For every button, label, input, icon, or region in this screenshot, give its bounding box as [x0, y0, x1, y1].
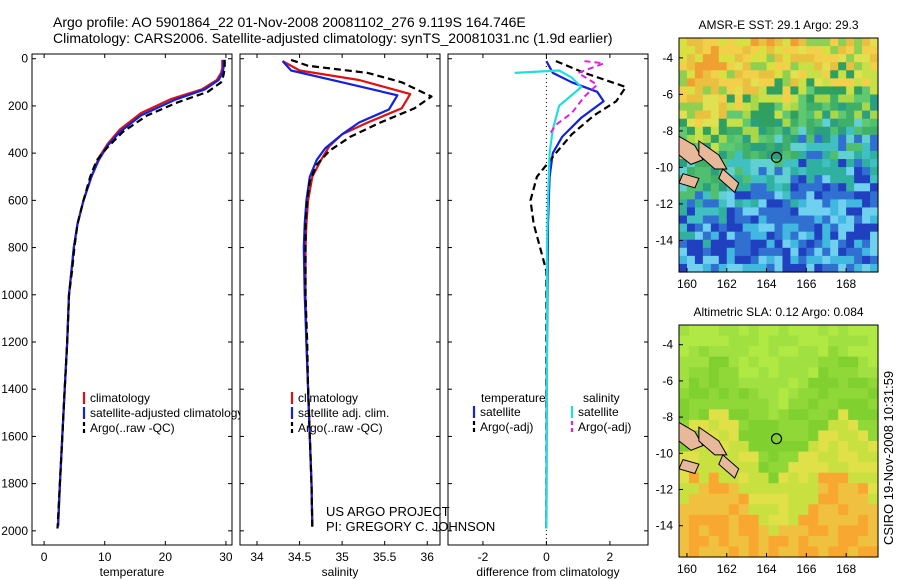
sst-field	[679, 38, 879, 273]
x-tick-label: 168	[836, 562, 856, 576]
y-tick-label: 2000	[1, 524, 28, 538]
series-temperature-argo-adj-	[529, 60, 627, 529]
map-panels: AMSR-E SST: 29.1 Argo: 29.3 -4 -6 -8 -10 -12 -…	[656, 18, 879, 576]
legend-label: satellite adj. clim.	[298, 406, 389, 420]
temperature-axes-box	[31, 53, 233, 546]
legend-label: satellite-adjusted climatology	[90, 406, 243, 420]
salinity-axes-box	[239, 53, 441, 546]
legend-label: climatology	[90, 391, 150, 405]
legend-label: satellite	[578, 405, 619, 419]
y-tick-label: -10	[656, 446, 674, 460]
x-tick-label: 160	[677, 562, 697, 576]
island	[698, 426, 728, 456]
x-tick-label: 168	[836, 277, 856, 291]
y-tick-label: -4	[662, 338, 673, 352]
island	[718, 454, 740, 479]
legend-label: Argo(..raw -QC)	[298, 421, 383, 435]
side-label: CSIRO 19-Nov-2008 10:31:59	[881, 371, 896, 545]
x-tick-label: -2	[478, 550, 489, 564]
x-tick-label: 164	[757, 277, 777, 291]
x-tick-label: 162	[717, 277, 737, 291]
legend-label: climatology	[298, 391, 358, 405]
sla-axes-box	[678, 324, 879, 558]
y-tick-label: -8	[662, 410, 673, 424]
y-tick-label: 800	[8, 241, 28, 255]
x-tick-label: 160	[677, 277, 697, 291]
temperature-xlabel: temperature	[100, 565, 165, 579]
panel-salinity: 34 34.5 35 35.5 36 salinity climatologysatelli…	[239, 53, 441, 579]
argo-float-marker	[770, 151, 783, 163]
x-tick-label: 164	[757, 562, 777, 576]
header-line2: Climatology: CARS2006. Satellite-adjuste…	[53, 30, 613, 46]
argo-float-marker	[770, 433, 783, 445]
x-tick-label: 36	[421, 550, 435, 564]
x-tick-label: 10	[98, 550, 112, 564]
y-tick-label: 1600	[1, 429, 28, 443]
legend-header: salinity	[583, 391, 620, 405]
y-tick-label: -6	[662, 87, 673, 101]
series-salinity-argo-adj-	[548, 60, 605, 135]
sla-land	[678, 421, 740, 479]
map-sst: AMSR-E SST: 29.1 Argo: 29.3 -4 -6 -8 -10 -12 -…	[656, 18, 879, 291]
sla-field	[679, 325, 879, 558]
series-argo-raw-qc-	[290, 58, 433, 529]
y-tick-label: -12	[656, 197, 674, 211]
x-tick-label: 34	[250, 550, 264, 564]
x-tick-label: 0	[543, 550, 550, 564]
island	[678, 458, 700, 475]
legend-label: Argo(..raw -QC)	[90, 421, 175, 435]
x-tick-label: 20	[159, 550, 173, 564]
legend-header: temperature	[481, 391, 546, 405]
sst-land	[678, 135, 740, 194]
difference-xlabel: difference from climatology	[476, 565, 619, 579]
y-tick-label: 0	[21, 52, 28, 66]
x-tick-label: 166	[796, 277, 816, 291]
x-tick-label: 2	[607, 550, 614, 564]
x-tick-label: 0	[41, 550, 48, 564]
y-tick-label: 1400	[1, 382, 28, 396]
y-tick-label: -10	[656, 160, 674, 174]
header-line1: Argo profile: AO 5901864_22 01-Nov-2008 …	[53, 14, 526, 30]
project-note-line2: PI: GREGORY C. JOHNSON	[326, 519, 495, 534]
y-tick-label: -14	[656, 519, 674, 533]
legend-label: Argo(-adj)	[480, 420, 533, 434]
y-tick-label: 200	[8, 99, 28, 113]
y-tick-label: -8	[662, 124, 673, 138]
x-tick-label: 35	[335, 550, 349, 564]
legend-label: Argo(-adj)	[578, 420, 631, 434]
y-tick-label: -6	[662, 374, 673, 388]
map-sla: Altimetric SLA: 0.12 Argo: 0.084 -4 -6 -8 -1…	[656, 305, 879, 576]
y-tick-label: -14	[656, 233, 674, 247]
x-tick-label: 30	[219, 550, 233, 564]
project-note-line1: US ARGO PROJECT	[326, 504, 450, 519]
legend-label: satellite	[480, 405, 521, 419]
island	[698, 140, 728, 170]
salinity-xlabel: salinity	[322, 565, 359, 579]
y-tick-label: 1800	[1, 477, 28, 491]
sst-axes-box	[678, 37, 879, 273]
series-argo-raw-qc-	[56, 59, 226, 529]
y-tick-label: 400	[8, 146, 28, 160]
x-tick-label: 166	[796, 562, 816, 576]
island	[678, 173, 700, 189]
y-tick-label: -4	[662, 51, 673, 65]
island	[718, 168, 740, 194]
sla-title: Altimetric SLA: 0.12 Argo: 0.084	[693, 305, 863, 319]
x-tick-label: 34.5	[288, 550, 312, 564]
panel-temperature: 0 200 400 600 800 1000 1200 1400 1600 1800 2000 0 10…	[1, 52, 243, 579]
sst-title: AMSR-E SST: 29.1 Argo: 29.3	[698, 18, 858, 32]
x-tick-label: 162	[717, 562, 737, 576]
y-tick-label: 600	[8, 193, 28, 207]
y-tick-label: 1200	[1, 335, 28, 349]
y-tick-label: -12	[656, 482, 674, 496]
x-tick-label: 35.5	[373, 550, 397, 564]
y-tick-label: 1000	[1, 288, 28, 302]
